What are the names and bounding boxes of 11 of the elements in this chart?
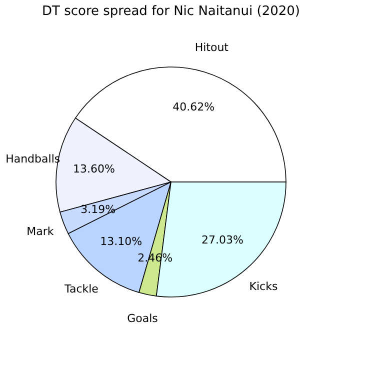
slice-label: Tackle	[64, 282, 99, 296]
data-label: 13.10%	[100, 234, 142, 248]
slice-label: Hitout	[194, 41, 230, 54]
slice-label: Kicks	[249, 280, 278, 294]
chart-title: DT score spread for Nic Naitanui (2020)	[42, 4, 300, 19]
data-label: 40.62%	[172, 100, 215, 114]
data-label: 13.60%	[73, 162, 115, 176]
slice-label: Goals	[127, 312, 158, 326]
data-label: 27.03%	[202, 234, 244, 247]
data-label: 3.19%	[80, 202, 116, 216]
slice-label: Mark	[26, 225, 54, 238]
